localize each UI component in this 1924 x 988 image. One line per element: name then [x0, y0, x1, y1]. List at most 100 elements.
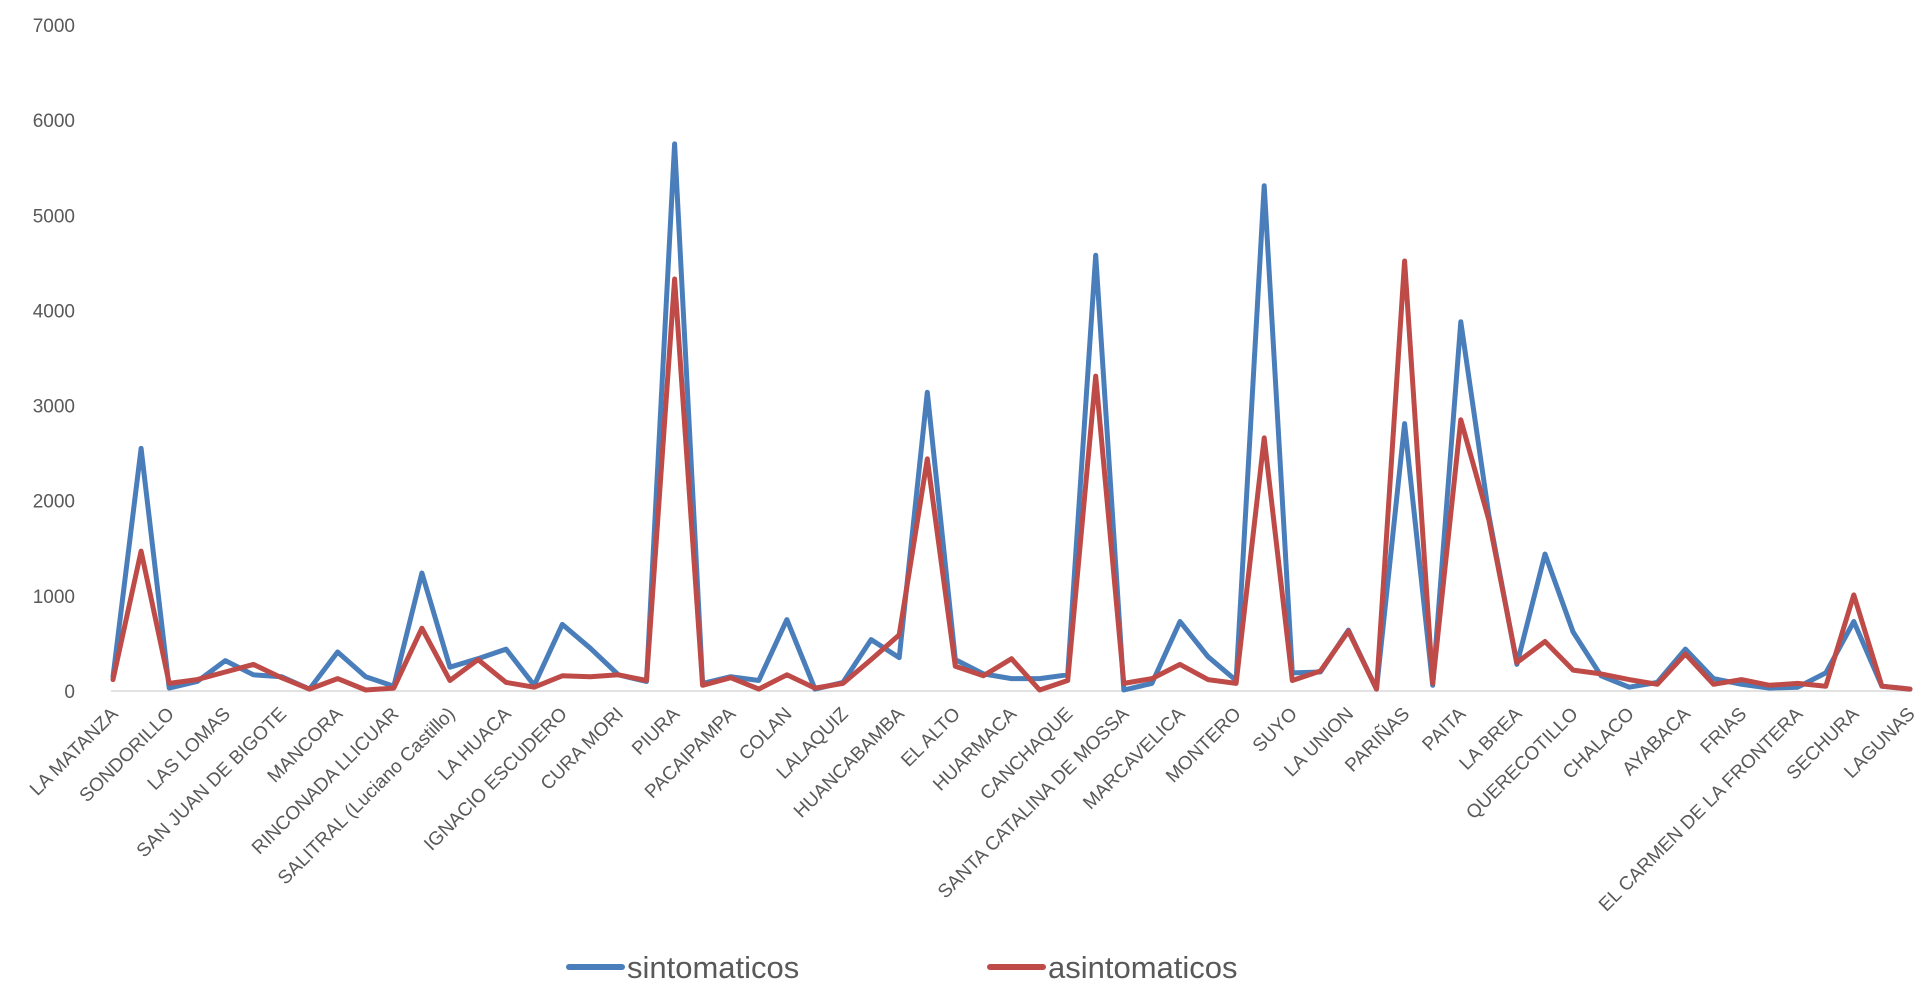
data-point-asintomaticos-57 — [1712, 682, 1716, 686]
data-point-sintomaticos-35 — [1094, 253, 1098, 257]
data-point-asintomaticos-40 — [1234, 681, 1238, 685]
data-point-asintomaticos-19 — [645, 679, 649, 683]
data-point-sintomaticos-39 — [1206, 655, 1210, 659]
data-point-asintomaticos-8 — [336, 677, 340, 681]
data-point-asintomaticos-11 — [420, 626, 424, 630]
data-point-asintomaticos-41 — [1262, 436, 1266, 440]
data-point-asintomaticos-20 — [673, 277, 677, 281]
data-point-asintomaticos-24 — [785, 673, 789, 677]
data-point-sintomaticos-37 — [1150, 681, 1154, 685]
legend-item-asintomaticos[interactable]: asintomaticos — [987, 950, 1238, 985]
data-point-asintomaticos-21 — [701, 683, 705, 687]
data-point-asintomaticos-29 — [925, 457, 929, 461]
data-point-sintomaticos-8 — [336, 650, 340, 654]
data-point-asintomaticos-42 — [1290, 679, 1294, 683]
data-point-sintomaticos-48 — [1459, 320, 1463, 324]
data-point-sintomaticos-29 — [925, 390, 929, 394]
data-point-asintomaticos-43 — [1318, 669, 1322, 673]
data-point-sintomaticos-33 — [1038, 677, 1042, 681]
legend-label-asintomaticos: asintomaticos — [1048, 950, 1238, 985]
data-point-asintomaticos-3 — [195, 678, 199, 682]
data-point-asintomaticos-10 — [392, 686, 396, 690]
data-point-asintomaticos-26 — [841, 681, 845, 685]
series-sintomaticos — [110, 141, 1913, 693]
data-point-asintomaticos-34 — [1066, 679, 1070, 683]
data-point-asintomaticos-47 — [1431, 681, 1435, 685]
data-point-sintomaticos-5 — [251, 673, 255, 677]
data-point-asintomaticos-37 — [1150, 677, 1154, 681]
data-point-asintomaticos-60 — [1796, 681, 1800, 685]
data-point-asintomaticos-27 — [869, 658, 873, 662]
legend-item-sintomaticos[interactable]: sintomaticos — [566, 950, 799, 985]
series-line-asintomaticos — [110, 258, 1913, 693]
data-point-asintomaticos-52 — [1571, 668, 1575, 672]
data-point-asintomaticos-44 — [1346, 629, 1350, 633]
series-layer — [110, 141, 1913, 693]
data-point-sintomaticos-14 — [504, 647, 508, 651]
data-point-sintomaticos-46 — [1403, 422, 1407, 426]
data-point-asintomaticos-32 — [1010, 657, 1014, 661]
data-point-asintomaticos-2 — [167, 681, 171, 685]
data-point-asintomaticos-25 — [813, 686, 817, 690]
data-point-sintomaticos-28 — [897, 656, 901, 660]
data-point-asintomaticos-6 — [280, 676, 284, 680]
y-tick-label-1000: 1000 — [33, 587, 75, 608]
data-point-asintomaticos-14 — [504, 680, 508, 684]
data-point-sintomaticos-32 — [1010, 677, 1014, 681]
x-tick-label-marcavelica: MARCAVELICA — [1079, 703, 1189, 813]
legend-label-sintomaticos: sintomaticos — [627, 950, 799, 985]
data-point-asintomaticos-22 — [729, 676, 733, 680]
data-point-asintomaticos-51 — [1543, 640, 1547, 644]
data-point-asintomaticos-9 — [364, 688, 368, 692]
data-point-sintomaticos-9 — [364, 675, 368, 679]
data-point-sintomaticos-38 — [1178, 620, 1182, 624]
data-point-sintomaticos-56 — [1683, 647, 1687, 651]
data-point-asintomaticos-59 — [1768, 683, 1772, 687]
data-point-asintomaticos-45 — [1375, 687, 1379, 691]
data-point-asintomaticos-12 — [448, 679, 452, 683]
data-point-sintomaticos-16 — [560, 622, 564, 626]
data-point-sintomaticos-2 — [167, 686, 171, 690]
series-asintomaticos — [110, 258, 1913, 693]
data-point-sintomaticos-20 — [673, 142, 677, 146]
data-point-asintomaticos-4 — [223, 670, 227, 674]
data-point-asintomaticos-30 — [953, 664, 957, 668]
data-point-sintomaticos-54 — [1627, 685, 1631, 689]
data-point-asintomaticos-50 — [1515, 661, 1519, 665]
data-point-sintomaticos-11 — [420, 571, 424, 575]
data-point-sintomaticos-58 — [1740, 682, 1744, 686]
data-point-asintomaticos-54 — [1627, 678, 1631, 682]
data-point-sintomaticos-51 — [1543, 552, 1547, 556]
data-point-asintomaticos-55 — [1655, 682, 1659, 686]
legend: sintomaticos asintomaticos — [566, 950, 1238, 985]
y-tick-label-5000: 5000 — [33, 206, 75, 227]
data-point-asintomaticos-31 — [981, 674, 985, 678]
data-point-asintomaticos-18 — [616, 673, 620, 677]
data-point-sintomaticos-17 — [588, 646, 592, 650]
data-point-asintomaticos-49 — [1487, 518, 1491, 522]
data-point-asintomaticos-35 — [1094, 374, 1098, 378]
y-tick-label-2000: 2000 — [33, 492, 75, 513]
data-point-asintomaticos-5 — [251, 662, 255, 666]
data-point-sintomaticos-12 — [448, 665, 452, 669]
data-point-asintomaticos-7 — [308, 687, 312, 691]
x-tick-label-piura: PIURA — [628, 703, 684, 759]
data-point-asintomaticos-28 — [897, 633, 901, 637]
data-point-asintomaticos-62 — [1852, 593, 1856, 597]
data-point-asintomaticos-39 — [1206, 678, 1210, 682]
data-point-sintomaticos-23 — [757, 679, 761, 683]
x-tick-label-paita: PAITA — [1419, 703, 1471, 755]
x-tick-label-frias: FRIAS — [1697, 704, 1751, 758]
data-point-sintomaticos-62 — [1852, 620, 1856, 624]
data-point-sintomaticos-24 — [785, 618, 789, 622]
y-axis: 0 1000 2000 3000 4000 5000 6000 7000 — [33, 16, 75, 703]
data-point-asintomaticos-23 — [757, 687, 761, 691]
data-point-asintomaticos-17 — [588, 675, 592, 679]
data-point-sintomaticos-4 — [223, 659, 227, 663]
data-point-asintomaticos-61 — [1824, 684, 1828, 688]
data-point-sintomaticos-41 — [1262, 184, 1266, 188]
data-point-asintomaticos-16 — [560, 674, 564, 678]
data-point-asintomaticos-1 — [139, 549, 143, 553]
